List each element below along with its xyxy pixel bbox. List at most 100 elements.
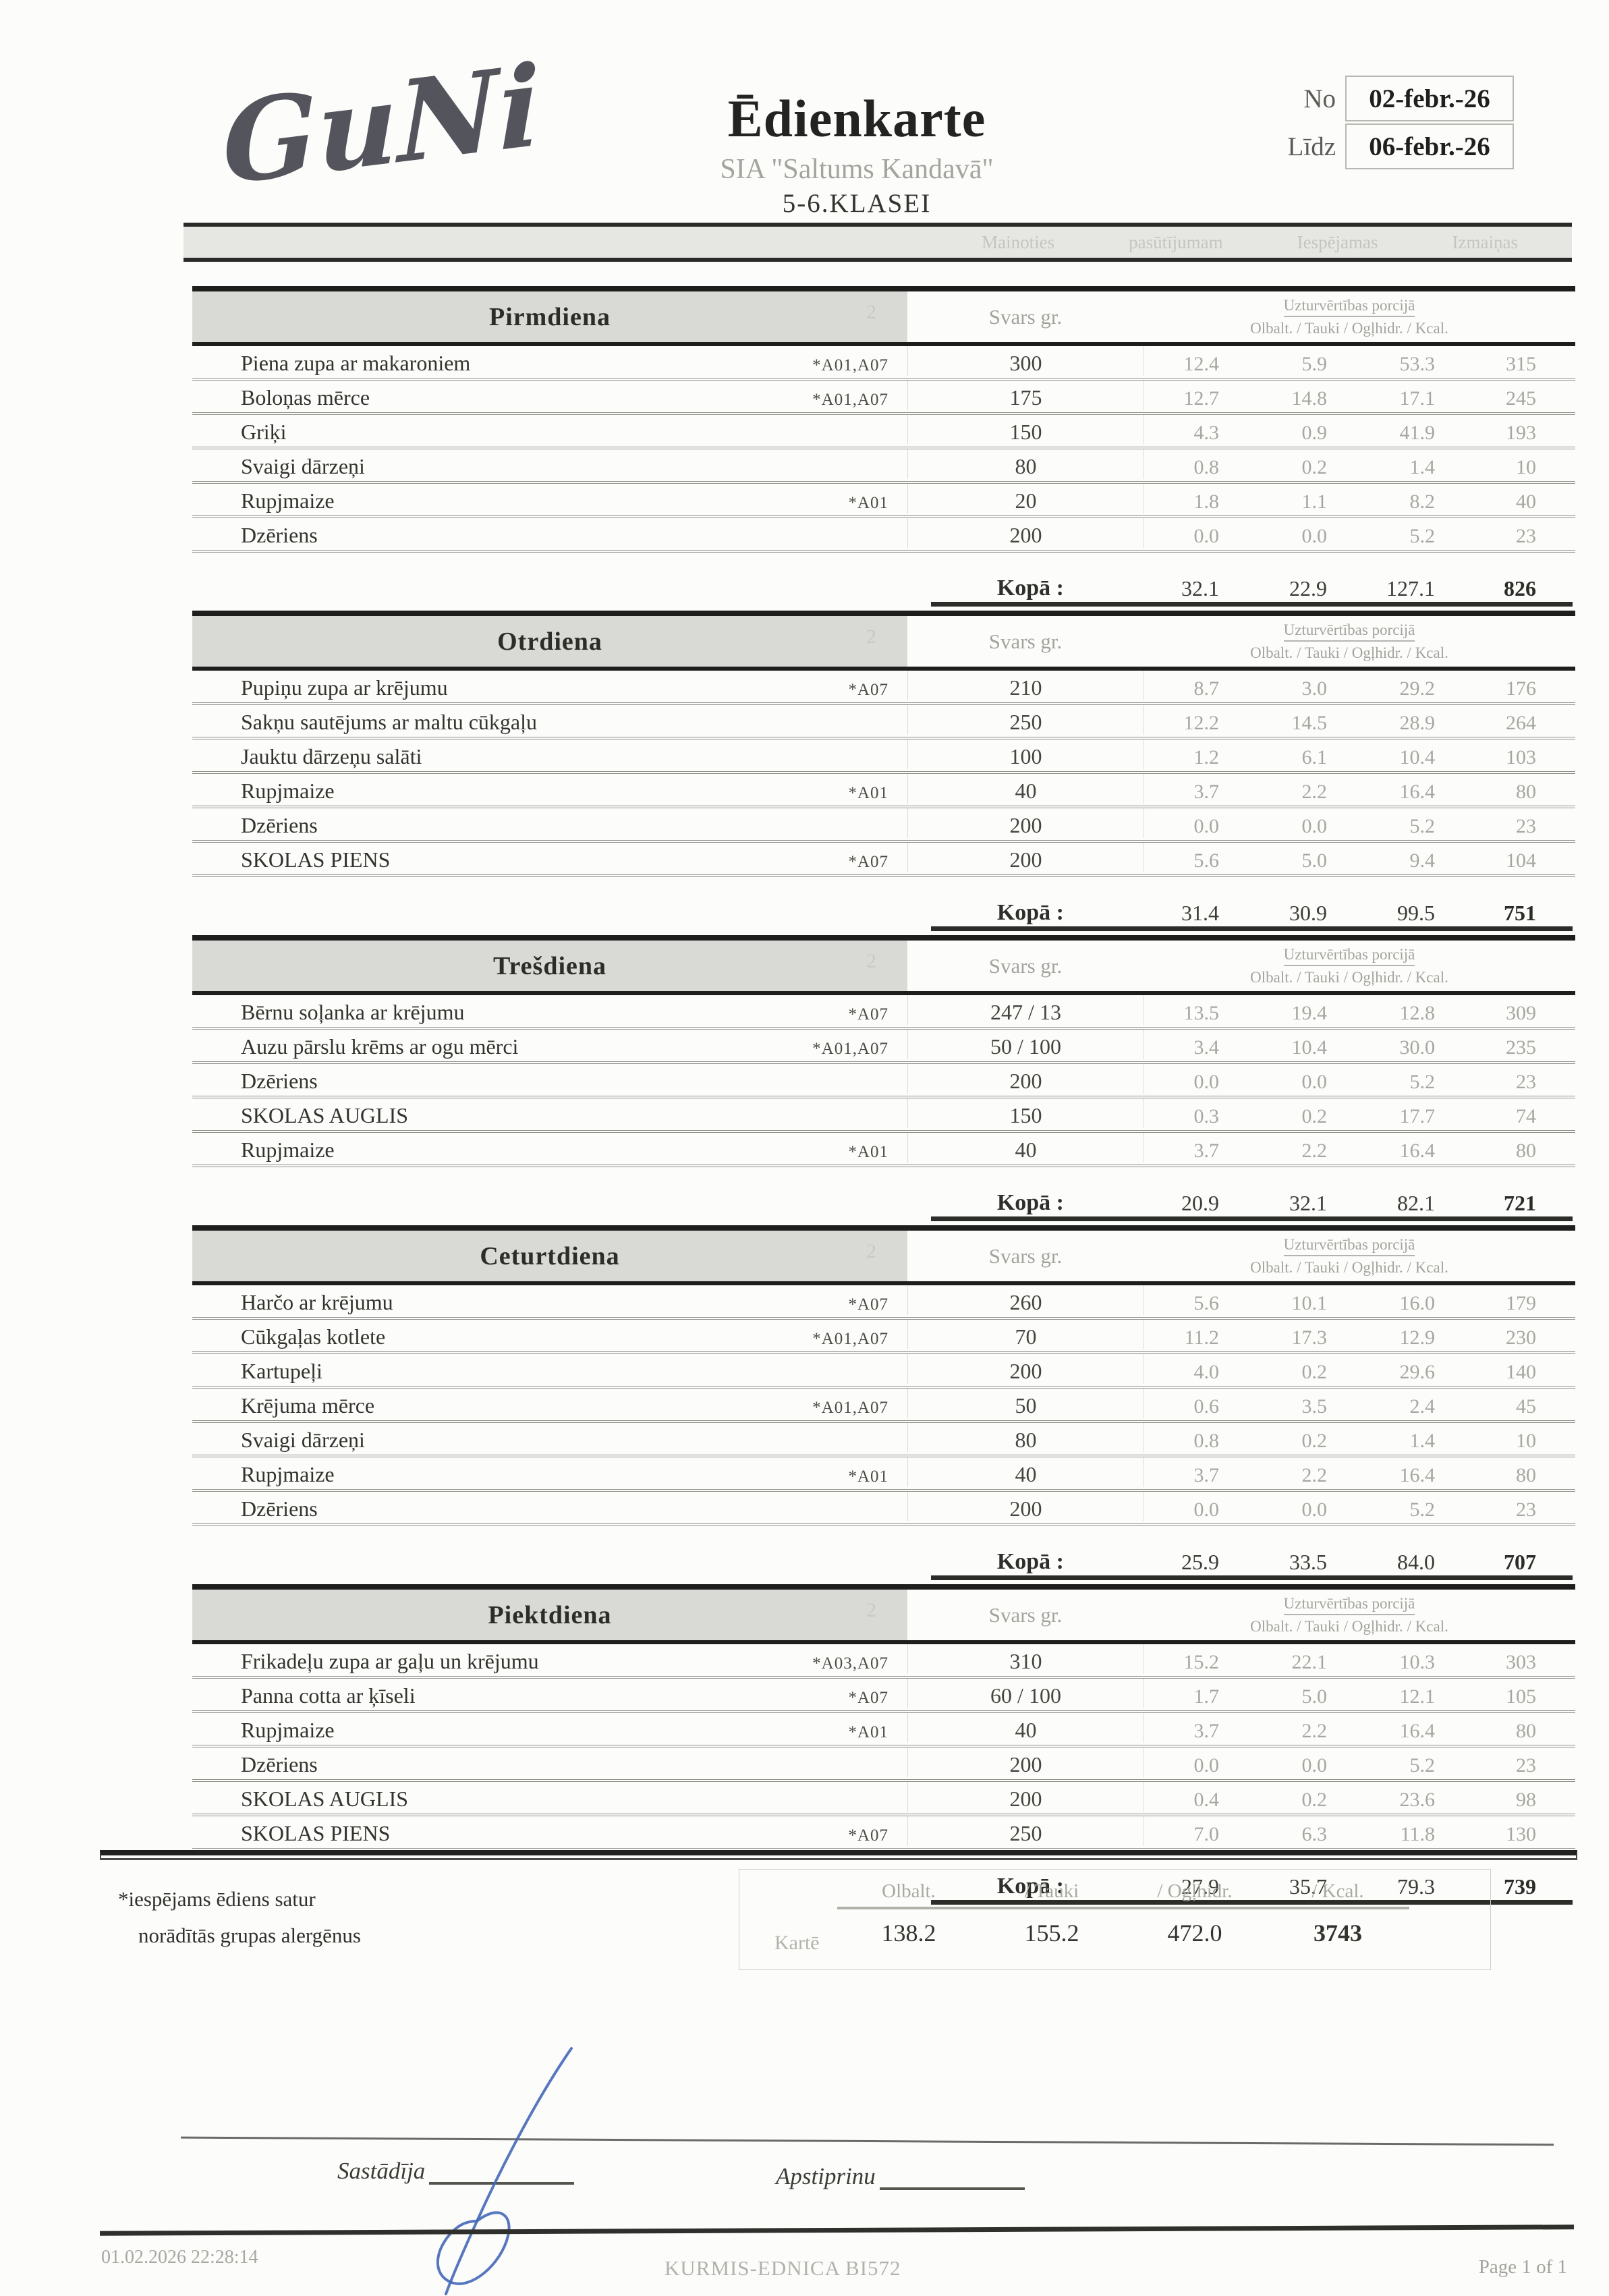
fat-value: 3.5: [1301, 1395, 1328, 1418]
day-name-cell: Ceturtdiena 2: [192, 1231, 907, 1281]
fat-value: 2.2: [1301, 1140, 1328, 1162]
dish-name: Bērnu soļanka ar krējumu: [241, 1000, 465, 1024]
total-fat: 32.1: [1289, 1191, 1327, 1215]
total-fat: 33.5: [1289, 1550, 1327, 1574]
dish-name: SKOLAS PIENS: [241, 1821, 391, 1845]
nutrition-column-header: Uzturvērtības porcijā Olbalt. / Tauki / …: [1144, 1590, 1575, 1640]
weight-value: 247 / 13: [907, 995, 1144, 1025]
dish-name: Rupjmaize: [241, 1462, 335, 1486]
fat-value: 6.3: [1301, 1823, 1328, 1845]
carbs-value: 2.4: [1409, 1395, 1436, 1418]
weight-value: 80: [907, 1423, 1144, 1453]
summary-row-label: Kartē: [774, 1932, 820, 1954]
dish-cell: Jauktu dārzeņu salāti: [192, 744, 907, 769]
day-total-row: Kopā : 25.9 33.5 84.0 707: [192, 1537, 1575, 1580]
day-header: Trešdiena 2 Svars gr. Uzturvērtības porc…: [192, 935, 1575, 995]
dish-cell: Piena zupa ar makaroniem *A01,A07: [192, 351, 907, 376]
allergen-codes: *A01,A07: [812, 391, 888, 409]
weight-value: 250: [907, 705, 1144, 735]
total-carbs: 79.3: [1397, 1874, 1435, 1899]
menu-row: Svaigi dārzeņi 80 0.8 0.2 1.4 10: [192, 1423, 1575, 1457]
weekly-menu-tables: Pirmdiena 2 Svars gr. Uzturvērtības porc…: [192, 286, 1575, 1905]
nutrition-column-header: Uzturvērtības porcijā Olbalt. / Tauki / …: [1144, 616, 1575, 667]
signature-section-rule: [181, 2136, 1554, 2146]
day-name-cell: Trešdiena 2: [192, 941, 907, 991]
dish-cell: Rupjmaize *A01: [192, 488, 907, 513]
menu-row: Dzēriens 200 0.0 0.0 5.2 23: [192, 518, 1575, 553]
dish-cell: Rupjmaize *A01: [192, 779, 907, 804]
nutrition-columns-label: Olbalt. / Tauki / Ogļhidr. / Kcal.: [1250, 1617, 1448, 1635]
kcal-value: 23: [1516, 1499, 1536, 1521]
weight-value: 40: [907, 1713, 1144, 1743]
fat-value: 5.9: [1301, 353, 1328, 375]
faint-column-mark: 2: [866, 625, 876, 648]
weight-column-label: Svars gr.: [988, 304, 1063, 329]
menu-row: Sakņu sautējums ar maltu cūkgaļu 250 12.…: [192, 705, 1575, 739]
menu-row: Dzēriens 200 0.0 0.0 5.2 23: [192, 1492, 1575, 1526]
fat-value: 14.8: [1291, 387, 1328, 410]
total-kcal: 751: [1504, 901, 1536, 925]
total-carbs: 82.1: [1397, 1191, 1435, 1215]
dish-name: Rupjmaize: [241, 488, 335, 513]
menu-row: Panna cotta ar ķīseli *A07 60 / 100 1.7 …: [192, 1679, 1575, 1713]
dish-name: SKOLAS AUGLIS: [241, 1787, 409, 1811]
protein-value: 4.0: [1144, 1354, 1251, 1384]
menu-row: Dzēriens 200 0.0 0.0 5.2 23: [192, 808, 1575, 843]
dish-cell: Harčo ar krējumu *A07: [192, 1290, 907, 1315]
system-id: KURMIS-EDNICA BI572: [665, 2256, 901, 2280]
fat-value: 0.0: [1301, 1071, 1328, 1093]
dish-name: Griķi: [241, 420, 287, 444]
carbs-value: 1.4: [1409, 1430, 1436, 1452]
dish-name: Svaigi dārzeņi: [241, 1428, 365, 1452]
total-fat: 35.7: [1289, 1874, 1327, 1899]
dish-name: Cūkgaļas kotlete: [241, 1324, 386, 1349]
dish-name: Dzēriens: [241, 523, 318, 547]
carbs-value: 23.6: [1399, 1789, 1436, 1811]
weight-value: 40: [907, 774, 1144, 804]
compiled-by-field: Sastādīja: [337, 2158, 575, 2185]
allergen-codes: *A01,A07: [812, 1399, 888, 1417]
day-total-row: Kopā : 20.9 32.1 82.1 721: [192, 1178, 1575, 1221]
allergen-codes: *A01,A07: [812, 1330, 888, 1348]
protein-value: 12.7: [1144, 381, 1251, 410]
dish-cell: Kartupeļi: [192, 1359, 907, 1384]
carbs-value: 5.2: [1409, 1071, 1436, 1093]
allergen-codes: *A07: [848, 1689, 888, 1707]
protein-value: 3.7: [1144, 1457, 1251, 1487]
protein-value: 3.4: [1144, 1030, 1251, 1059]
total-kcal: 721: [1504, 1191, 1536, 1215]
dish-cell: SKOLAS AUGLIS: [192, 1787, 907, 1812]
carbs-value: 12.9: [1399, 1326, 1436, 1349]
fat-value: 1.1: [1301, 491, 1328, 513]
dish-name: Krējuma mērce: [241, 1393, 375, 1418]
summary-header-protein: Olbalt.: [882, 1880, 936, 1902]
fat-value: 3.0: [1301, 677, 1328, 700]
kcal-value: 23: [1516, 1754, 1536, 1776]
menu-row: Cūkgaļas kotlete *A01,A07 70 11.2 17.3 1…: [192, 1320, 1575, 1354]
menu-row: SKOLAS AUGLIS 150 0.3 0.2 17.7 74: [192, 1098, 1575, 1133]
fat-value: 19.4: [1291, 1002, 1328, 1024]
allergen-codes: *A01: [848, 1143, 888, 1161]
allergen-note: *iespējams ēdiens satur norādītās grupas…: [118, 1881, 361, 1955]
protein-value: 11.2: [1144, 1320, 1251, 1349]
total-kcal: 707: [1504, 1550, 1536, 1574]
dish-cell: SKOLAS AUGLIS: [192, 1103, 907, 1128]
kcal-value: 104: [1506, 849, 1536, 872]
fat-value: 0.0: [1301, 1754, 1328, 1776]
summary-header-fat: / Tauki: [1024, 1880, 1079, 1902]
kcal-value: 80: [1516, 1464, 1536, 1486]
date-to-label: Līdz: [1287, 132, 1336, 161]
total-protein: 31.4: [1181, 901, 1219, 925]
fat-value: 0.0: [1301, 1499, 1328, 1521]
menu-row: Kartupeļi 200 4.0 0.2 29.6 140: [192, 1354, 1575, 1389]
day-name: Ceturtdiena: [480, 1241, 620, 1270]
total-carbs: 127.1: [1386, 576, 1435, 600]
weight-value: 80: [907, 449, 1144, 479]
allergen-codes: *A01,A07: [812, 1040, 888, 1058]
day-name: Trešdiena: [492, 951, 607, 980]
weight-column-label: Svars gr.: [988, 629, 1063, 653]
approved-by-signature-line: [879, 2187, 1025, 2190]
kcal-value: 98: [1516, 1789, 1536, 1811]
dish-cell: Dzēriens: [192, 813, 907, 838]
dish-cell: Dzēriens: [192, 523, 907, 548]
